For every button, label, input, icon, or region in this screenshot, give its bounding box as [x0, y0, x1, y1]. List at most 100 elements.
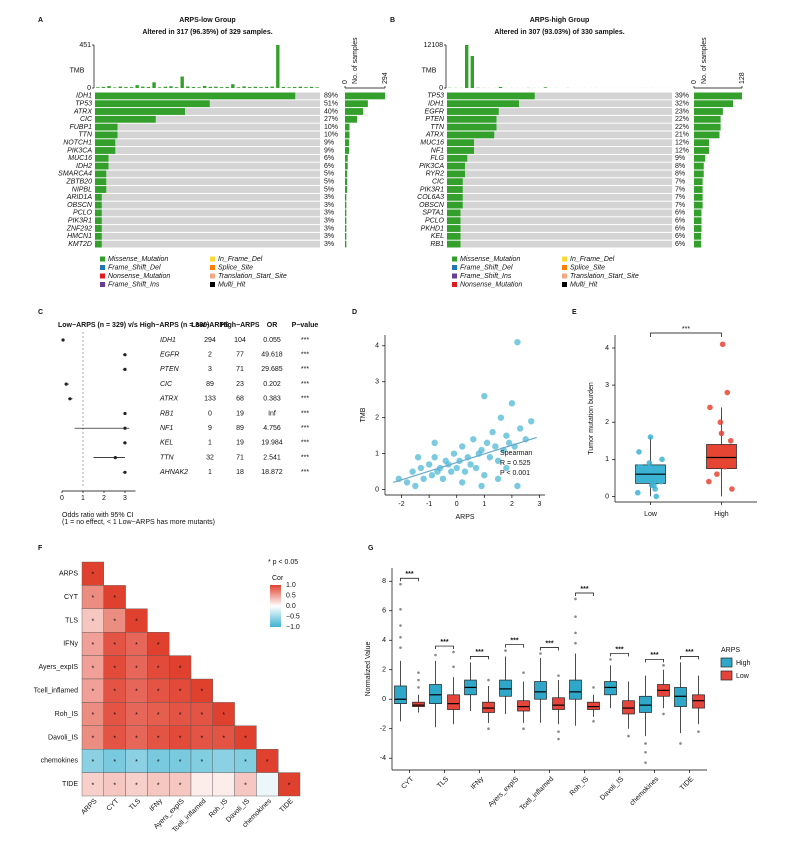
table-cell: 2: [208, 352, 212, 359]
percent-label: 51%: [324, 101, 338, 108]
matrix-row: [95, 147, 320, 154]
outlier: [504, 649, 507, 652]
outlier: [417, 678, 420, 682]
legend-label: Translation_Start_Site: [218, 273, 287, 280]
gene-label: KEL: [431, 233, 444, 240]
gene-label: NOTCH1: [63, 140, 92, 147]
significance-mark: *: [113, 665, 116, 672]
mutation-cells: [95, 154, 109, 162]
cell: [256, 772, 279, 797]
y-axis-label: TMB: [360, 407, 367, 422]
matrix-row: [95, 225, 320, 232]
significance-mark: *: [157, 665, 160, 672]
x-tick-label: IFNy: [470, 775, 486, 791]
outlier: [399, 624, 402, 627]
significance-label: ***: [682, 326, 690, 333]
y-tick-label: 1: [375, 450, 379, 457]
table-cell: Inf: [268, 410, 276, 417]
significance-mark: *: [244, 759, 247, 766]
column-header: OR: [267, 322, 278, 329]
tmb-bar: [253, 86, 257, 88]
odds-ratio-point: [123, 353, 127, 357]
matrix-row: [95, 201, 320, 209]
legend-label: Translation_Start_Site: [570, 273, 639, 280]
gene-label: SPTA1: [422, 210, 444, 217]
point: [718, 430, 725, 437]
gene-label: PCLO: [73, 210, 93, 217]
legend-label: Missense_Mutation: [460, 256, 520, 263]
significance-bracket: [470, 656, 489, 660]
box: [429, 684, 442, 704]
outlier: [592, 720, 595, 723]
matrix-row: [447, 154, 672, 162]
row-label: chemokines: [41, 758, 79, 765]
significance-mark: *: [92, 759, 95, 766]
mutation-cells: [95, 201, 102, 209]
point: [431, 454, 438, 461]
sample-bar: [694, 123, 721, 131]
sample-bar: [694, 170, 704, 178]
table-cell: 71: [236, 454, 244, 461]
cell: [278, 772, 301, 797]
significance-mark: *: [113, 759, 116, 766]
matrix-row: [447, 225, 672, 232]
tmb-tick-label: 0: [439, 85, 443, 92]
panel-label: C: [38, 309, 43, 316]
percent-label: 6%: [324, 163, 334, 170]
point: [714, 471, 720, 477]
outlier: [574, 631, 577, 635]
significance-mark: *: [92, 782, 95, 789]
outlier: [557, 674, 560, 677]
matrix-row: [447, 100, 672, 108]
sample-bar: [345, 232, 347, 240]
significance-mark: *: [135, 736, 138, 743]
percent-label: 27%: [324, 116, 338, 123]
tmb-bar: [169, 86, 173, 88]
significance-mark: *: [266, 759, 269, 766]
y-axis-label: Normalized Value: [365, 642, 372, 697]
gene-label: CIC: [80, 116, 93, 123]
table-cell: 18.872: [261, 469, 283, 476]
tmb-bar: [259, 87, 263, 88]
matrix-row: [95, 123, 320, 131]
legend-label: In_Frame_Del: [218, 256, 263, 263]
sample-bar: [694, 92, 742, 100]
point: [420, 475, 427, 483]
percent-label: 7%: [675, 179, 685, 186]
table-cell: ***: [301, 410, 309, 417]
gene-label: CIC: [432, 179, 445, 186]
point: [428, 472, 436, 479]
gene-label: IDH1: [428, 101, 444, 108]
mutation-cells: [447, 232, 461, 240]
table-cell: 49.618: [261, 352, 283, 359]
gene-label: RB1: [430, 241, 444, 248]
x-tick-label: Low: [644, 511, 658, 518]
samples-tick-label: 0: [342, 80, 349, 84]
matrix-row: [447, 232, 672, 240]
row-label: ARPS: [59, 571, 78, 578]
tmb-bar: [298, 86, 302, 88]
tmb-bar: [96, 87, 100, 88]
point: [658, 478, 664, 485]
note: Odds ratio with 95% CI: [62, 512, 134, 519]
tmb-bar: [191, 87, 196, 88]
gene-label: PIK3R1: [68, 218, 92, 225]
point: [414, 454, 422, 461]
significance-mark: *: [157, 782, 160, 789]
significance-mark: *: [113, 642, 116, 649]
mutation-cells: [95, 147, 116, 154]
sample-bar: [694, 232, 702, 240]
gene-label: EGFR: [160, 352, 179, 359]
legend-label: Nonsense_Mutation: [460, 281, 522, 288]
percent-label: 3%: [324, 210, 334, 217]
tmb-tick-label: 451: [79, 42, 91, 49]
box: [674, 687, 687, 707]
sample-bar: [345, 178, 348, 186]
significance-label: ***: [475, 649, 483, 656]
odds-ratio-point: [123, 426, 127, 430]
sample-bar: [345, 225, 347, 232]
column-label: ARPS: [80, 798, 99, 817]
column-header: Low−ARPS: [191, 322, 229, 329]
matrix-row: [447, 240, 672, 248]
annotation: Spearman: [500, 450, 532, 457]
